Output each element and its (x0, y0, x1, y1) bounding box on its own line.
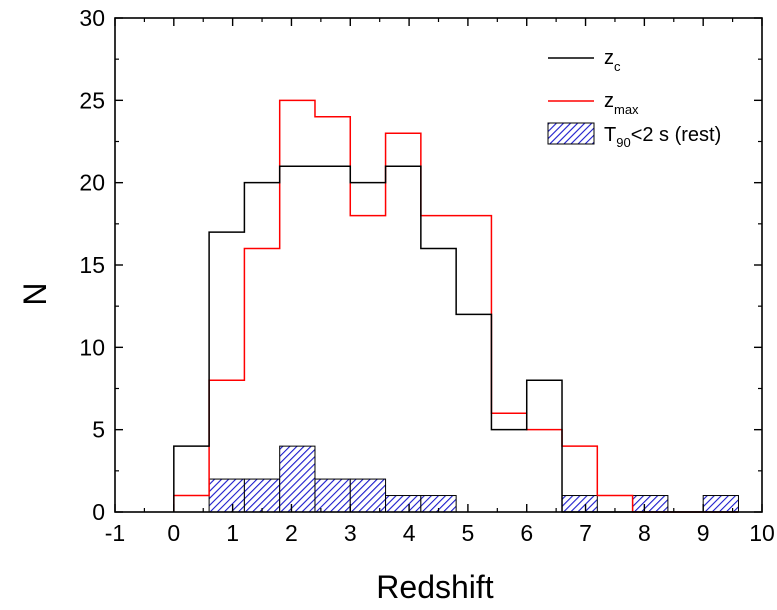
legend-entry-t90: T90<2 s (rest) (547, 122, 721, 150)
x-tick-label: 6 (520, 520, 533, 546)
legend-label-zc: zc (604, 47, 621, 74)
x-tick-label: 8 (638, 520, 651, 546)
hatched-bar (349, 478, 387, 513)
x-tick-label: 10 (749, 520, 775, 546)
y-axis-title: N (17, 282, 53, 305)
y-tick-label: 25 (79, 87, 105, 113)
y-tick-label: 10 (79, 334, 105, 360)
x-tick-label: 1 (226, 520, 239, 546)
y-tick-label: 5 (92, 417, 105, 443)
x-tick-label: 9 (697, 520, 710, 546)
hatched-bar (385, 495, 422, 513)
legend-label-t90: T90<2 s (rest) (604, 124, 721, 150)
legend-swatch-t90 (547, 122, 595, 145)
hatched-bar (279, 445, 316, 513)
hatched-bar (208, 478, 245, 513)
legend: zc zmax T90<2 s (rest) (547, 47, 721, 150)
legend-label-zmax: zmax (604, 90, 639, 117)
axis-ticks (114, 17, 763, 513)
hatched-bar (632, 495, 669, 513)
x-tick-labels: -1 0 1 2 3 4 5 6 7 8 9 10 (105, 520, 775, 546)
x-tick-label: -1 (105, 520, 125, 546)
hatched-bar (314, 478, 351, 513)
legend-entry-zc: zc (548, 47, 621, 74)
x-tick-label: 2 (285, 520, 298, 546)
x-tick-label: 4 (403, 520, 416, 546)
hatched-bar (243, 478, 281, 513)
legend-entry-zmax: zmax (548, 90, 639, 117)
step-lines-layer (173, 99, 739, 513)
plot-frame (114, 17, 763, 513)
y-tick-labels: 0 5 10 15 20 25 30 (79, 5, 105, 525)
hatched-bars-layer (208, 445, 739, 513)
x-tick-label: 0 (167, 520, 180, 546)
x-tick-label: 7 (579, 520, 592, 546)
y-tick-label: 0 (92, 499, 105, 525)
x-tick-label: 3 (344, 520, 357, 546)
x-tick-label: 5 (462, 520, 475, 546)
x-axis-title: Redshift (376, 569, 494, 605)
y-tick-label: 20 (79, 170, 105, 196)
y-tick-label: 30 (79, 5, 105, 31)
y-tick-label: 15 (79, 252, 105, 278)
hatched-bar (561, 495, 598, 513)
step-line-zc (173, 165, 739, 513)
